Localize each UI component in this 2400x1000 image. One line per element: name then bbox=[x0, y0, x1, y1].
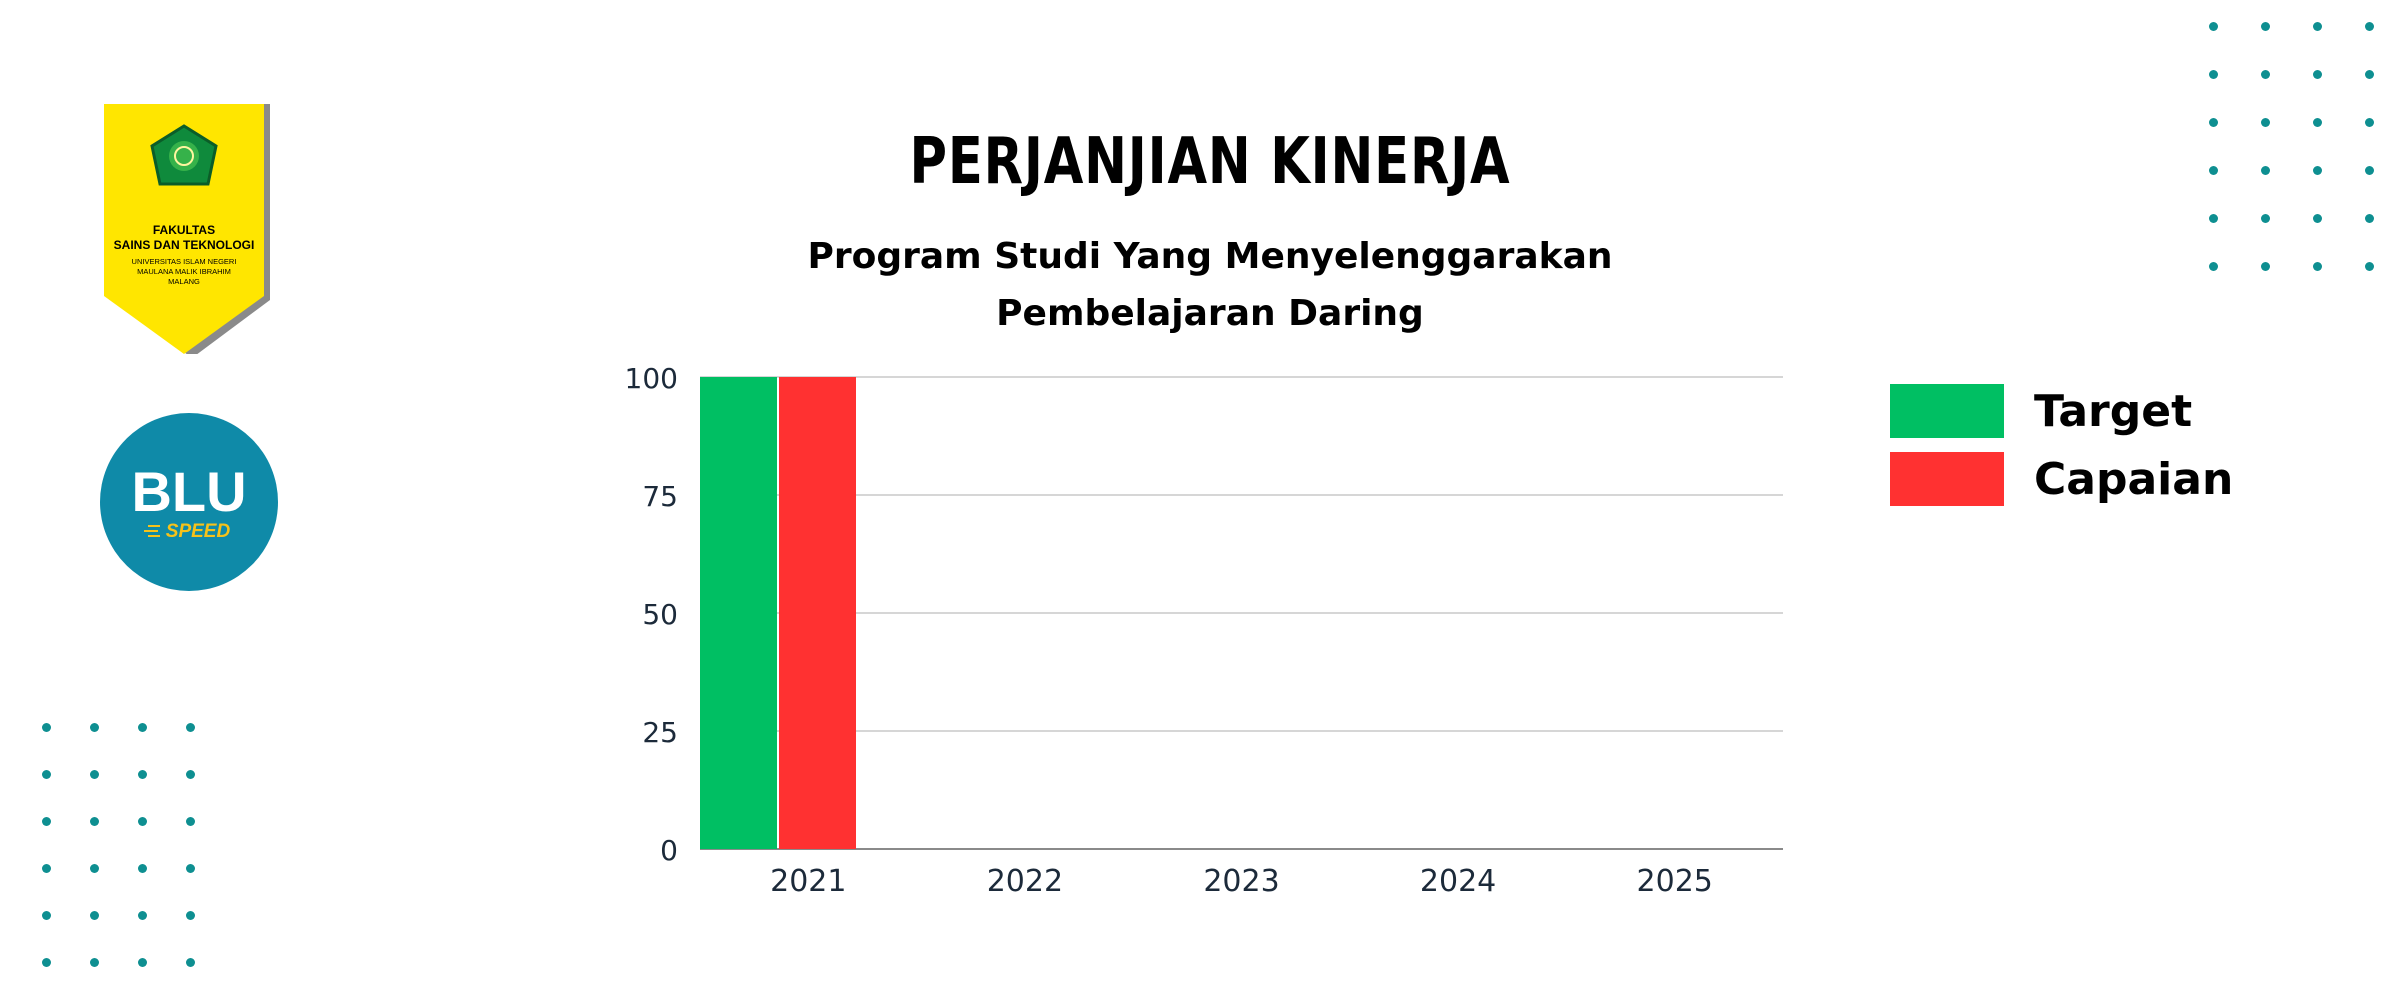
x-tick-label: 2023 bbox=[1203, 864, 1279, 899]
chart-subtitle: Program Studi Yang Menyelenggarakan Pemb… bbox=[780, 228, 1640, 342]
y-tick-label: 75 bbox=[642, 480, 678, 513]
decor-dot bbox=[2261, 118, 2270, 127]
speed-logo-text: SPEED bbox=[166, 521, 231, 542]
sains-teknologi-label: SAINS DAN TEKNOLOGI bbox=[114, 238, 255, 252]
decor-dot bbox=[42, 911, 51, 920]
uin-label-line3: MALANG bbox=[168, 277, 200, 286]
decor-dot bbox=[90, 723, 99, 732]
decor-dot bbox=[2261, 70, 2270, 79]
decor-dot bbox=[2209, 214, 2218, 223]
legend-label: Capaian bbox=[2034, 453, 2234, 505]
decor-dot bbox=[42, 817, 51, 826]
decor-dot bbox=[186, 817, 195, 826]
x-tick-label: 2024 bbox=[1420, 864, 1496, 899]
fakultas-label: FAKULTAS bbox=[153, 223, 215, 237]
decor-dot bbox=[2261, 22, 2270, 31]
decor-dot bbox=[90, 958, 99, 967]
decor-dot bbox=[2313, 262, 2322, 271]
decor-dot bbox=[90, 817, 99, 826]
decor-dot bbox=[42, 770, 51, 779]
decor-dot bbox=[90, 864, 99, 873]
y-tick-label: 0 bbox=[660, 834, 678, 867]
bar-target-2021 bbox=[700, 377, 777, 849]
bar-capaian-2021 bbox=[779, 377, 856, 849]
decor-dot bbox=[2365, 214, 2374, 223]
decor-dot bbox=[2313, 22, 2322, 31]
legend-swatch bbox=[1890, 452, 2004, 506]
legend-item: Target bbox=[1890, 378, 2233, 444]
decor-dot bbox=[2261, 214, 2270, 223]
decor-dot bbox=[138, 723, 147, 732]
decor-dot bbox=[2313, 214, 2322, 223]
decor-dot bbox=[2209, 22, 2218, 31]
bar-chart: 0 25 50 75 100 2021 2022 2023 2024 2025 bbox=[625, 362, 1783, 899]
subtitle-line-1: Program Studi Yang Menyelenggarakan bbox=[807, 236, 1613, 277]
page-title: PERJANJIAN KINERJA bbox=[909, 125, 1511, 199]
decor-dot bbox=[2365, 22, 2374, 31]
x-tick-label: 2022 bbox=[987, 864, 1063, 899]
speed-lines-icon bbox=[144, 525, 160, 537]
decor-dot bbox=[2365, 70, 2374, 79]
legend-swatch bbox=[1890, 384, 2004, 438]
subtitle-line-2: Pembelajaran Daring bbox=[996, 293, 1424, 334]
decor-dot bbox=[138, 911, 147, 920]
decor-dot bbox=[90, 770, 99, 779]
x-tick-label: 2021 bbox=[770, 864, 846, 899]
decor-dot bbox=[2313, 166, 2322, 175]
fakultas-logo: FAKULTAS SAINS DAN TEKNOLOGI UNIVERSITAS… bbox=[104, 104, 270, 354]
decor-dot bbox=[42, 958, 51, 967]
decorative-dot-grid-top-right bbox=[2209, 22, 2374, 271]
decor-dot bbox=[42, 864, 51, 873]
decor-dot bbox=[42, 723, 51, 732]
x-tick-label: 2025 bbox=[1637, 864, 1713, 899]
decor-dot bbox=[186, 864, 195, 873]
decor-dot bbox=[2209, 166, 2218, 175]
y-tick-label: 50 bbox=[642, 598, 678, 631]
legend-item: Capaian bbox=[1890, 446, 2233, 512]
decor-dot bbox=[186, 723, 195, 732]
decor-dot bbox=[2365, 262, 2374, 271]
decor-dot bbox=[186, 958, 195, 967]
decorative-dot-grid-bottom-left bbox=[42, 723, 195, 967]
y-tick-label: 25 bbox=[642, 716, 678, 749]
decor-dot bbox=[2261, 166, 2270, 175]
decor-dot bbox=[90, 911, 99, 920]
decor-dot bbox=[2209, 70, 2218, 79]
legend-label: Target bbox=[2034, 385, 2193, 437]
decor-dot bbox=[2365, 166, 2374, 175]
uin-label-line1: UNIVERSITAS ISLAM NEGERI bbox=[132, 257, 237, 266]
decor-dot bbox=[138, 958, 147, 967]
decor-dot bbox=[2209, 118, 2218, 127]
fakultas-logo-banner bbox=[104, 104, 264, 354]
decor-dot bbox=[186, 911, 195, 920]
decor-dot bbox=[138, 817, 147, 826]
decor-dot bbox=[138, 770, 147, 779]
blu-logo-text: BLU bbox=[131, 460, 246, 523]
decor-dot bbox=[2261, 262, 2270, 271]
decor-dot bbox=[186, 770, 195, 779]
decor-dot bbox=[2313, 118, 2322, 127]
chart-legend: Target Capaian bbox=[1890, 378, 2233, 514]
blu-speed-logo: BLU SPEED bbox=[100, 413, 278, 591]
decor-dot bbox=[138, 864, 147, 873]
uin-label-line2: MAULANA MALIK IBRAHIM bbox=[137, 267, 231, 276]
decor-dot bbox=[2313, 70, 2322, 79]
y-tick-label: 100 bbox=[625, 362, 678, 395]
decor-dot bbox=[2365, 118, 2374, 127]
decor-dot bbox=[2209, 262, 2218, 271]
